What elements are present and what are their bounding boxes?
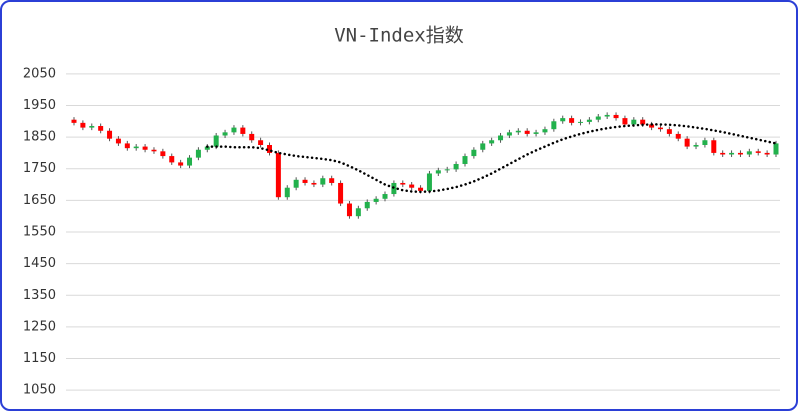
candle-body <box>729 152 735 155</box>
candle-body <box>373 198 379 202</box>
candle-body <box>426 173 432 191</box>
candle-body <box>409 184 415 188</box>
candle-body <box>124 143 130 149</box>
candle-body <box>418 187 424 191</box>
y-tick-label: 1350 <box>23 288 56 303</box>
candle-body <box>551 121 557 130</box>
y-tick-label: 1750 <box>23 161 56 176</box>
candle-body <box>453 163 459 170</box>
candle-body <box>675 133 681 139</box>
candle-body <box>346 203 352 217</box>
candle-body <box>764 152 770 155</box>
candle-body <box>631 119 637 125</box>
candle-body <box>622 118 628 125</box>
candle-body <box>542 129 548 133</box>
y-tick-label: 2050 <box>23 66 56 81</box>
candle-body <box>498 135 504 141</box>
y-tick-label: 1150 <box>23 351 56 366</box>
candle-body <box>773 143 779 155</box>
candle-body <box>284 187 290 198</box>
candle-body <box>489 140 495 144</box>
candle-body <box>338 182 344 204</box>
candle-body <box>578 121 584 123</box>
candle-body <box>240 127 246 134</box>
candle-body <box>258 140 264 145</box>
candle-body <box>533 132 539 134</box>
candle-body <box>720 152 726 155</box>
candle-body <box>275 152 281 198</box>
candle-body <box>169 156 175 163</box>
candle-body <box>213 135 219 147</box>
candle-body <box>222 132 228 136</box>
candle-body <box>657 127 663 130</box>
candle-body <box>107 130 113 139</box>
candle-body <box>151 149 157 152</box>
y-tick-label: 1850 <box>23 130 56 145</box>
candle-body <box>649 124 655 128</box>
candle-body <box>586 119 592 122</box>
candle-body <box>693 145 699 147</box>
candle-body <box>98 126 104 131</box>
candle-body <box>133 146 139 149</box>
candle-body <box>204 146 210 150</box>
candle-body <box>89 126 95 128</box>
candle-body <box>80 122 86 128</box>
candle-body <box>435 170 441 174</box>
candle-body <box>515 130 521 133</box>
candle-body <box>231 127 237 133</box>
candle-body <box>293 179 299 188</box>
candle-body <box>524 130 530 134</box>
candle-body <box>195 149 201 158</box>
candle-body <box>604 114 610 117</box>
candle-body <box>320 178 326 185</box>
candle-body <box>142 146 148 150</box>
candle-body <box>613 114 619 119</box>
candle-body <box>187 157 193 166</box>
y-tick-label: 1250 <box>23 319 56 334</box>
candle-body <box>160 151 166 157</box>
candle-body <box>266 145 272 153</box>
candle-body <box>702 140 708 145</box>
candle-body <box>355 208 361 217</box>
candle-body <box>249 133 255 141</box>
chart-title: VN-Index指数 <box>334 25 464 47</box>
y-tick-label: 1650 <box>23 193 56 208</box>
candle-body <box>480 143 486 150</box>
y-tick-label: 1050 <box>23 383 56 398</box>
candle-body <box>471 149 477 157</box>
moving-average-line <box>206 123 778 194</box>
candle-body <box>462 156 468 164</box>
candle-body <box>400 182 406 185</box>
candle-body <box>737 152 743 155</box>
candle-body <box>755 151 761 153</box>
candle-body <box>746 151 752 155</box>
candle-body <box>640 119 646 125</box>
candle-body <box>569 118 575 123</box>
candle-body <box>311 182 317 185</box>
candle-body <box>382 194 388 199</box>
candle-body <box>560 118 566 122</box>
y-tick-label: 1950 <box>23 98 56 113</box>
candle-body <box>178 162 184 166</box>
candle-body <box>711 140 717 153</box>
candle-body <box>302 179 308 183</box>
candle-body <box>329 178 335 183</box>
y-tick-label: 1550 <box>23 225 56 240</box>
candle-body <box>444 169 450 171</box>
candle-body <box>666 129 672 134</box>
candle-body <box>364 201 370 209</box>
candle-body <box>71 119 77 123</box>
candle-body <box>595 116 601 120</box>
candle-body <box>506 132 512 136</box>
y-tick-label: 1450 <box>23 256 56 271</box>
candle-body <box>684 138 690 147</box>
candle-body <box>115 138 121 144</box>
